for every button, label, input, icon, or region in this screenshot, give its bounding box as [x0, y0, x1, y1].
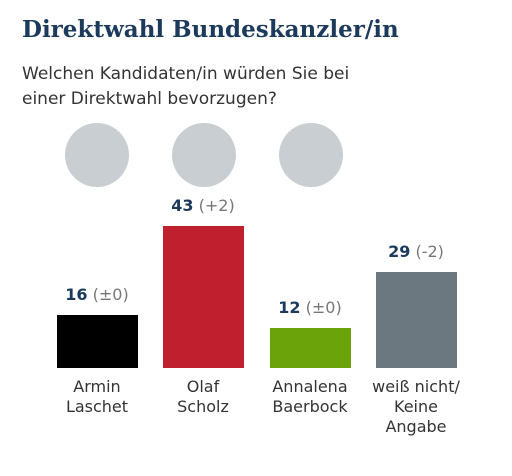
value-change: (±0) — [92, 285, 129, 305]
chart-subtitle: Welchen Kandidaten/in würden Sie bei ein… — [22, 64, 350, 109]
candidate-photo — [65, 123, 129, 187]
value-label: 16 (±0) — [37, 285, 157, 304]
value-number: 16 — [65, 285, 88, 305]
x-tick-label: weiß nicht/ Keine Angabe — [372, 377, 460, 436]
x-tick-label: Armin Laschet — [65, 377, 129, 416]
value-number: 12 — [278, 298, 301, 318]
value-number: 29 — [388, 242, 411, 262]
bar — [57, 315, 138, 368]
value-change: (-2) — [415, 242, 444, 262]
bar — [163, 226, 244, 368]
value-label: 12 (±0) — [250, 298, 370, 317]
bar — [376, 272, 457, 368]
value-change: (+2) — [198, 196, 235, 216]
value-number: 43 — [171, 196, 194, 216]
candidate-photo — [172, 123, 236, 187]
bar — [270, 328, 351, 368]
x-tick-label: Annalena Baerbock — [272, 377, 348, 416]
value-label: 29 (-2) — [356, 242, 476, 261]
x-tick-label: Olaf Scholz — [177, 377, 229, 416]
value-change: (±0) — [305, 298, 342, 318]
candidate-photo — [279, 123, 343, 187]
value-label: 43 (+2) — [143, 196, 263, 215]
chart-title: Direktwahl Bundeskanzler/in — [22, 16, 399, 43]
